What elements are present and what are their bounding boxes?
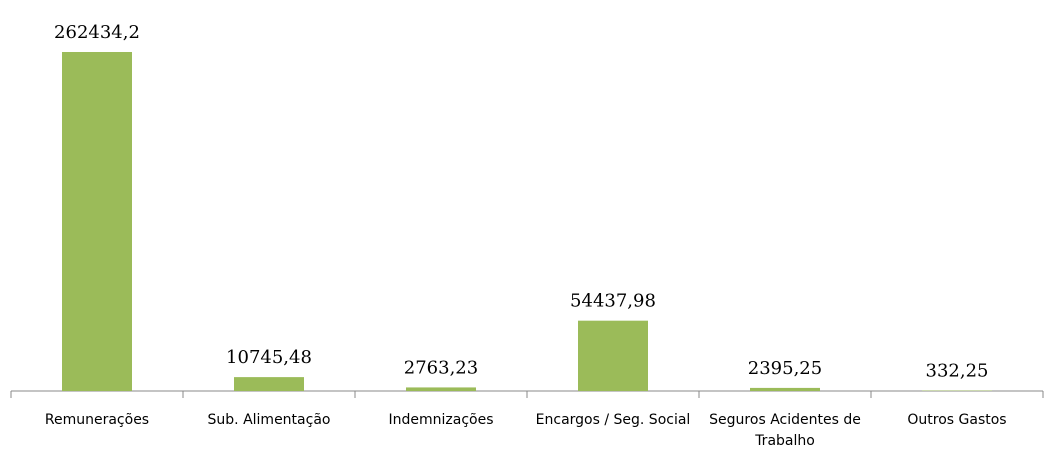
bar bbox=[62, 52, 132, 391]
x-tick-label: Sub. Alimentação bbox=[207, 412, 331, 428]
value-label: 10745,48 bbox=[226, 347, 312, 368]
x-tick-label: Seguros Acidentes de Trabalho bbox=[709, 412, 861, 449]
value-label: 2763,23 bbox=[404, 357, 478, 378]
bar bbox=[578, 320, 648, 391]
value-label: 332,25 bbox=[926, 361, 989, 382]
x-tick-label: Indemnizações bbox=[388, 412, 494, 428]
x-tick-label: Remunerações bbox=[44, 412, 150, 428]
x-tick-label: Encargos / Seg. Social bbox=[535, 412, 691, 428]
value-label: 54437,98 bbox=[570, 291, 656, 312]
x-tick-label: Outros Gastos bbox=[907, 412, 1007, 428]
value-label: 262434,2 bbox=[54, 22, 140, 43]
bar bbox=[406, 387, 476, 391]
bar bbox=[234, 377, 304, 391]
bar bbox=[750, 387, 820, 391]
value-label: 2395,25 bbox=[748, 358, 822, 379]
